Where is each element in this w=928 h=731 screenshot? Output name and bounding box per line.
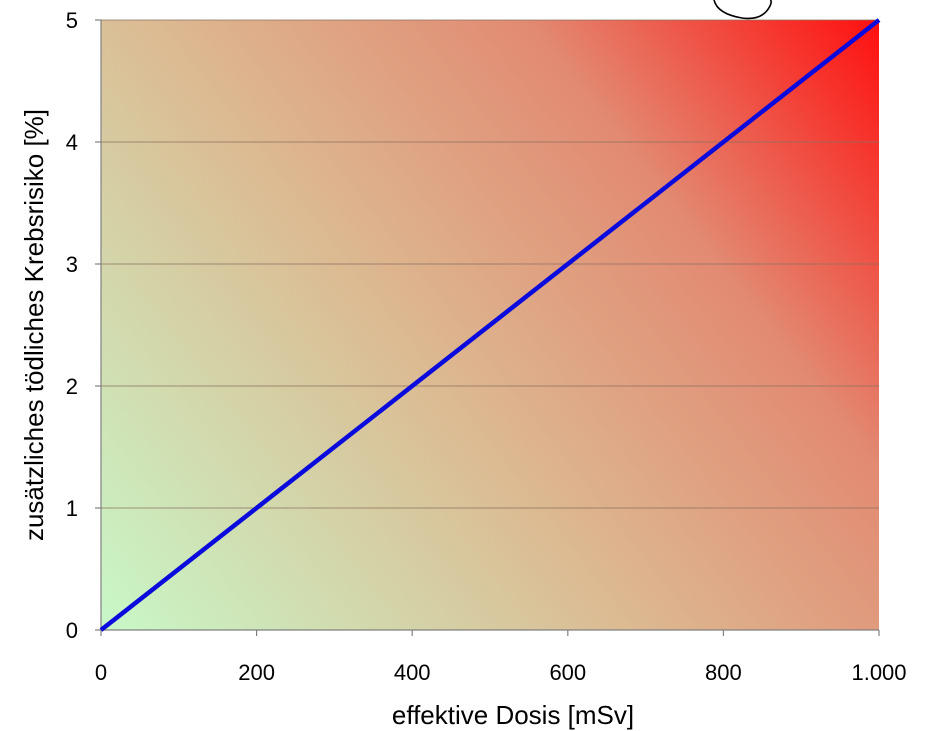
y-tick-label-1: 1 <box>66 496 78 521</box>
y-tick-label-2: 2 <box>66 374 78 399</box>
series-line-0 <box>99 18 881 632</box>
tick-labels: 0 1 2 3 4 5 0 200 400 600 800 1.000 <box>66 8 907 685</box>
x-tick-label-200: 200 <box>238 660 275 685</box>
y-axis-title: zusätzliches tödliches Krebsrisiko [%] <box>19 109 49 541</box>
x-tick-label-1000: 1.000 <box>851 660 906 685</box>
x-tick-label-400: 400 <box>394 660 431 685</box>
series-layer <box>99 18 881 632</box>
y-tick-label-3: 3 <box>66 252 78 277</box>
gridlines <box>101 19 879 509</box>
x-tick-label-0: 0 <box>95 660 107 685</box>
y-tick-label-5: 5 <box>66 8 78 33</box>
axes <box>95 19 880 636</box>
y-tick-label-0: 0 <box>66 618 78 643</box>
y-tick-label-4: 4 <box>66 130 78 155</box>
x-tick-label-600: 600 <box>549 660 586 685</box>
x-axis-title: effektive Dosis [mSv] <box>392 700 634 730</box>
hand-drawn-circle-annotation <box>713 0 772 20</box>
x-tick-label-800: 800 <box>705 660 742 685</box>
